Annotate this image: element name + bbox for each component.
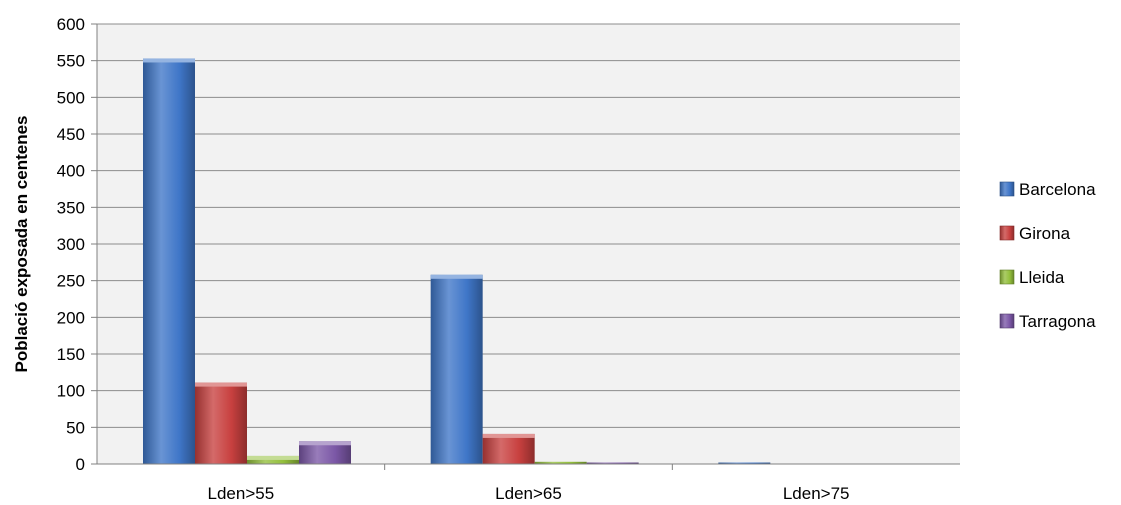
bar-barcelona-2 [718, 462, 771, 464]
y-tick-label: 250 [57, 272, 85, 291]
bar-girona-1 [482, 433, 535, 464]
y-tick-label: 450 [57, 125, 85, 144]
bar-barcelona-0 [143, 58, 195, 464]
bars [143, 58, 771, 464]
y-axis-title: Població exposada en centenes [12, 116, 31, 373]
grid-lines [97, 23, 960, 428]
legend-label: Girona [1019, 224, 1071, 243]
y-tick-label: 100 [57, 382, 85, 401]
legend-swatch [999, 181, 1015, 197]
legend-item-girona: Girona [999, 224, 1071, 243]
legend-swatch [999, 225, 1015, 241]
bar-tarragona-0 [299, 441, 351, 464]
y-tick-label: 0 [76, 455, 85, 474]
y-tick-labels: 0 50 100 150 200 250 300 350 400 450 500 550 600 [57, 15, 85, 474]
bar-lleida-1 [534, 461, 587, 464]
legend-swatch [999, 269, 1015, 285]
x-tick-label: Lden>75 [783, 484, 850, 503]
legend-swatch [999, 313, 1015, 329]
legend-item-lleida: Lleida [999, 268, 1065, 287]
bar-lleida-0 [247, 455, 299, 464]
y-tick-label: 300 [57, 235, 85, 254]
y-tick-label: 500 [57, 88, 85, 107]
legend-label: Lleida [1019, 268, 1065, 287]
y-tick-label: 600 [57, 15, 85, 34]
y-tick-label: 50 [66, 418, 85, 437]
bar-barcelona-1 [430, 274, 483, 464]
bar-tarragona-1 [586, 462, 639, 464]
legend-item-tarragona: Tarragona [999, 312, 1096, 331]
bar-girona-0 [195, 382, 247, 464]
legend-label: Barcelona [1019, 180, 1096, 199]
axes [91, 23, 960, 470]
legend-item-barcelona: Barcelona [999, 180, 1096, 199]
x-tick-labels: Lden>55 Lden>65 Lden>75 [208, 484, 850, 503]
legend-label: Tarragona [1019, 312, 1096, 331]
y-tick-label: 200 [57, 308, 85, 327]
x-tick-label: Lden>65 [495, 484, 562, 503]
y-tick-label: 350 [57, 198, 85, 217]
y-tick-label: 550 [57, 52, 85, 71]
y-tick-label: 150 [57, 345, 85, 364]
y-tick-label: 400 [57, 162, 85, 181]
x-tick-label: Lden>55 [208, 484, 275, 503]
legend: Barcelona Girona Lleida Tarragona [999, 180, 1096, 331]
